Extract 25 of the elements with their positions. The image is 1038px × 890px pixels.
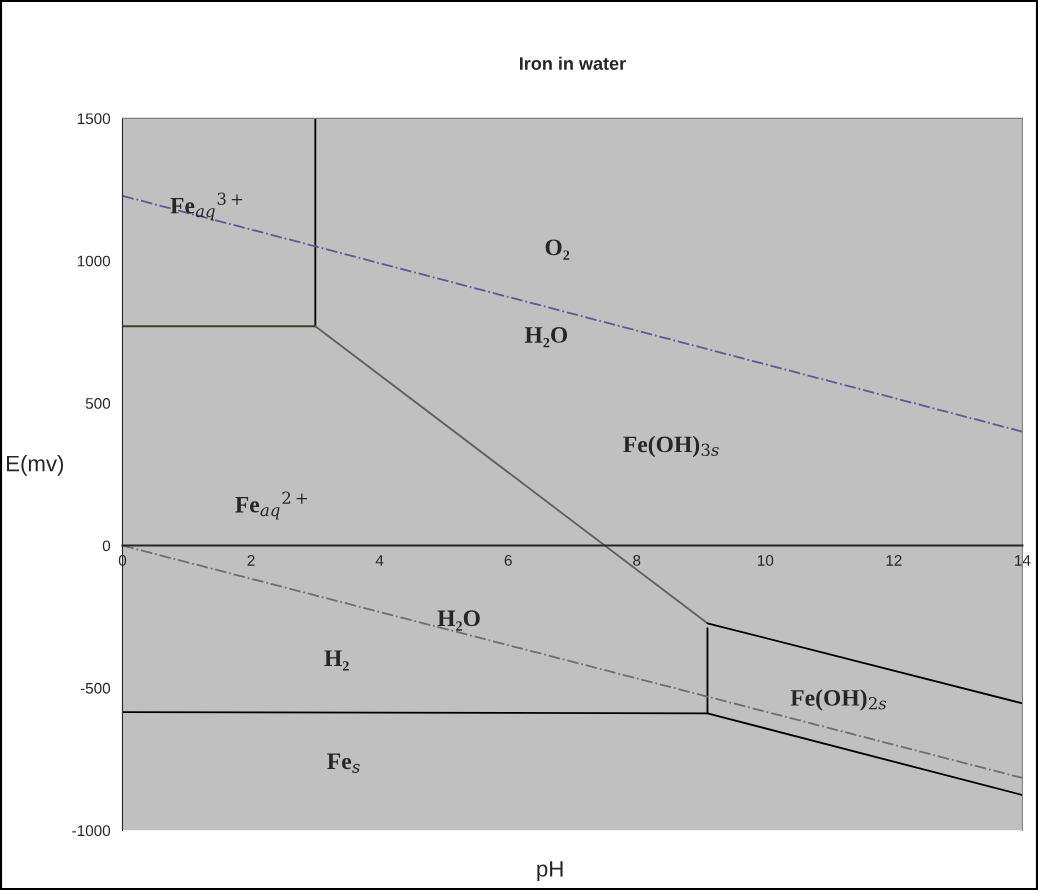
x-tick-label: 12 <box>886 555 902 566</box>
y-tick-label: -1000 <box>72 825 111 837</box>
y-tick-label: 500 <box>85 398 111 409</box>
y-tick-label: 1500 <box>77 113 111 125</box>
x-tick-label: 14 <box>1015 555 1031 566</box>
annotation: Fe(OH)$_{3s}$ <box>623 435 719 458</box>
x-tick-label: 2 <box>247 555 255 566</box>
annotation: Fe$_{aq}$$^{3+}$ <box>170 192 243 221</box>
x-tick-label: 8 <box>633 555 641 566</box>
x-tick-label: 6 <box>504 555 512 566</box>
annotation: H₂O <box>437 610 480 631</box>
annotation: H₂O <box>524 327 568 348</box>
annotation: H₂ <box>324 650 349 671</box>
annotation: O₂ <box>545 239 570 260</box>
y-tick-label: -500 <box>80 682 111 694</box>
x-axis-title: pH <box>537 861 563 882</box>
annotation: Fe(OH)$_{2s}$ <box>790 689 887 711</box>
chart-title: Iron in water <box>519 56 626 70</box>
y-axis-title: E(mv) <box>7 455 64 476</box>
y-tick-label: 1000 <box>77 255 111 267</box>
x-tick-label: 4 <box>375 555 384 566</box>
annotation: Fe$_{s}$ <box>327 753 360 773</box>
y-tick-label: 0 <box>102 540 111 552</box>
x-tick-label: 10 <box>757 555 774 566</box>
annotation: Fe$_{aq}$$^{2+}$ <box>235 491 307 520</box>
